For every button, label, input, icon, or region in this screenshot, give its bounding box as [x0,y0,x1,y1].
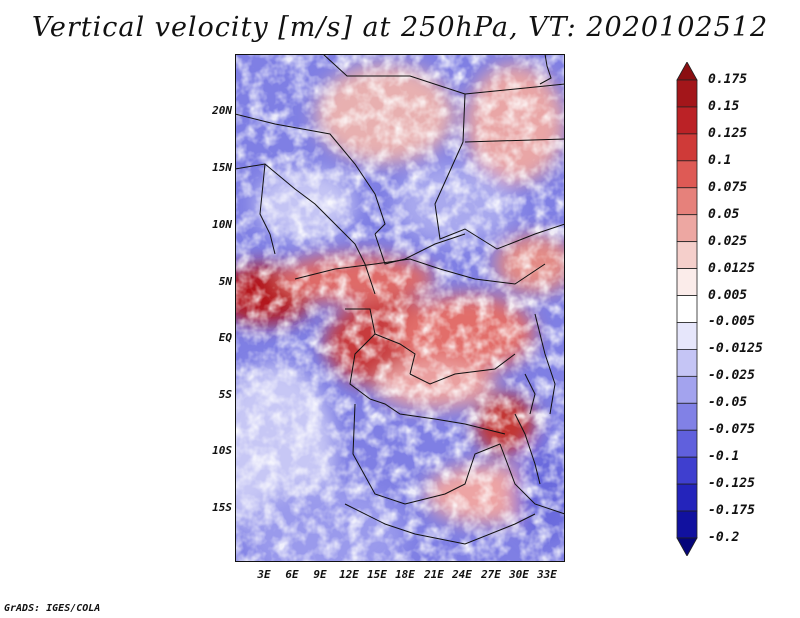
lat-label-5s: 5S [218,388,232,401]
colorbar-tick-label: 0.05 [708,206,740,222]
lon-label-24e: 24E [452,568,472,581]
colorbar-tick-label: 0.15 [708,98,740,114]
lon-label-33e: 33E [537,568,557,581]
colorbar-bin [676,187,698,216]
lon-label-21e: 21E [424,568,444,581]
colorbar-bin [676,268,698,296]
colorbar-bin [676,241,698,269]
colorbar-tick-label: -0.175 [708,503,755,519]
colorbar-tick-label: 0.0125 [708,260,755,276]
lat-label-20n: 20N [212,104,232,117]
map-title: Vertical velocity [m/s] at 250hPa, VT: 2… [31,12,769,43]
field-shading [235,54,565,562]
colorbar [676,62,698,556]
colorbar-bin [676,133,698,162]
colorbar-tick-label: 0.175 [708,72,748,87]
colorbar-bin [676,322,698,350]
lon-label-9e: 9E [313,568,327,581]
colorbar-tick-label: -0.0125 [708,341,763,357]
colorbar-tick-label: 0.025 [708,233,748,249]
lat-label-10s: 10S [212,444,232,457]
lon-label-12e: 12E [339,568,359,581]
colorbar-bin [676,402,698,431]
colorbar-bin [676,295,698,323]
lon-label-3e: 3E [257,568,271,581]
colorbar-bin [676,160,698,189]
footer-credit: GrADS: IGES/COLA [4,603,101,614]
colorbar-bin [676,483,698,512]
lon-label-6e: 6E [285,568,299,581]
colorbar-tick-label: -0.125 [708,476,755,492]
colorbar-tick-label: -0.005 [708,314,755,330]
colorbar-tick-label: 0.1 [708,152,732,168]
country-borders [235,54,565,545]
colorbar-tick-label: -0.075 [708,422,755,438]
colorbar-bin [676,510,698,539]
colorbar-tick-label: 0.125 [708,125,748,141]
lon-label-15e: 15E [367,568,387,581]
colorbar-bin [676,79,698,108]
map-frame [235,54,565,562]
colorbar-tick-label: 0.005 [708,287,748,303]
lon-label-18e: 18E [395,568,415,581]
lon-label-30e: 30E [509,568,529,581]
lat-label-5n: 5N [218,275,232,288]
colorbar-bin [676,62,698,81]
colorbar-bin [676,375,698,404]
colorbar-bin [676,537,698,556]
colorbar-tick-label: -0.05 [708,395,748,411]
lon-label-27e: 27E [481,568,501,581]
lat-label-15n: 15N [212,161,232,174]
lat-label-15s: 15S [212,501,232,514]
colorbar-bin [676,456,698,485]
colorbar-bin [676,429,698,458]
colorbar-tick-label: -0.025 [708,368,755,384]
vertical-velocity-map [235,54,565,562]
colorbar-bin [676,106,698,135]
colorbar-tick-label: -0.1 [708,449,740,465]
lat-label-eq: EQ [218,331,232,344]
colorbar-tick-label: -0.2 [708,530,740,545]
lat-label-10n: 10N [212,218,232,231]
colorbar-bin [676,349,698,377]
colorbar-tick-label: 0.075 [708,179,748,195]
colorbar-bin [676,214,698,243]
